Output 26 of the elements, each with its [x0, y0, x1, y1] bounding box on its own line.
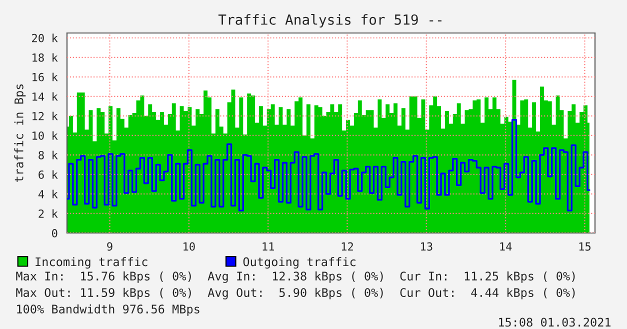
text: Incoming traffic [36, 257, 148, 269]
text: Max In: 15.76 kBps ( 0%) Avg In: 12.38 kBps ( 0%) Cur In: 11.25 kBps ( 0%) [16, 271, 575, 283]
x-tick-label: 10 [184, 242, 195, 251]
y-tick-label: 20 k [32, 34, 58, 42]
y-tick-label: 18 k [32, 53, 58, 62]
y-tick-label: 2 k [38, 209, 58, 218]
x-tick-label: 14 [500, 242, 512, 251]
text: Max Out: 11.59 kBps ( 0%) Avg Out: 5.90 kBps ( 0%) Cur Out: 4.44 kBps ( 0%) [16, 288, 575, 300]
y-tick-label: 12 k [32, 112, 58, 120]
x-tick-label: 13 [421, 242, 432, 251]
text: 100% Bandwidth 976.56 MBps [17, 304, 200, 316]
y-tick-label: 0 [52, 229, 58, 238]
y-tick-label: 16 k [32, 72, 58, 82]
y-axis-title: traffic in Bps [14, 84, 26, 182]
x-tick-label: 12 [342, 242, 353, 251]
x-tick-label: 11 [262, 242, 274, 251]
y-tick-label: 8 k [38, 150, 58, 160]
text: 15:08 01.03.2021 [499, 318, 611, 327]
y-tick-label: 14 k [32, 92, 58, 101]
x-tick-label: 15 [579, 242, 591, 251]
legend-label: Outgoing traffic [243, 257, 356, 269]
y-tick-label: 6 k [38, 170, 58, 179]
chart-title: Traffic Analysis for 519 -- [218, 14, 442, 28]
y-tick-label: 10 k [32, 131, 58, 140]
x-tick-label: 9 [107, 242, 112, 251]
y-tick-label: 4 k [38, 190, 58, 198]
